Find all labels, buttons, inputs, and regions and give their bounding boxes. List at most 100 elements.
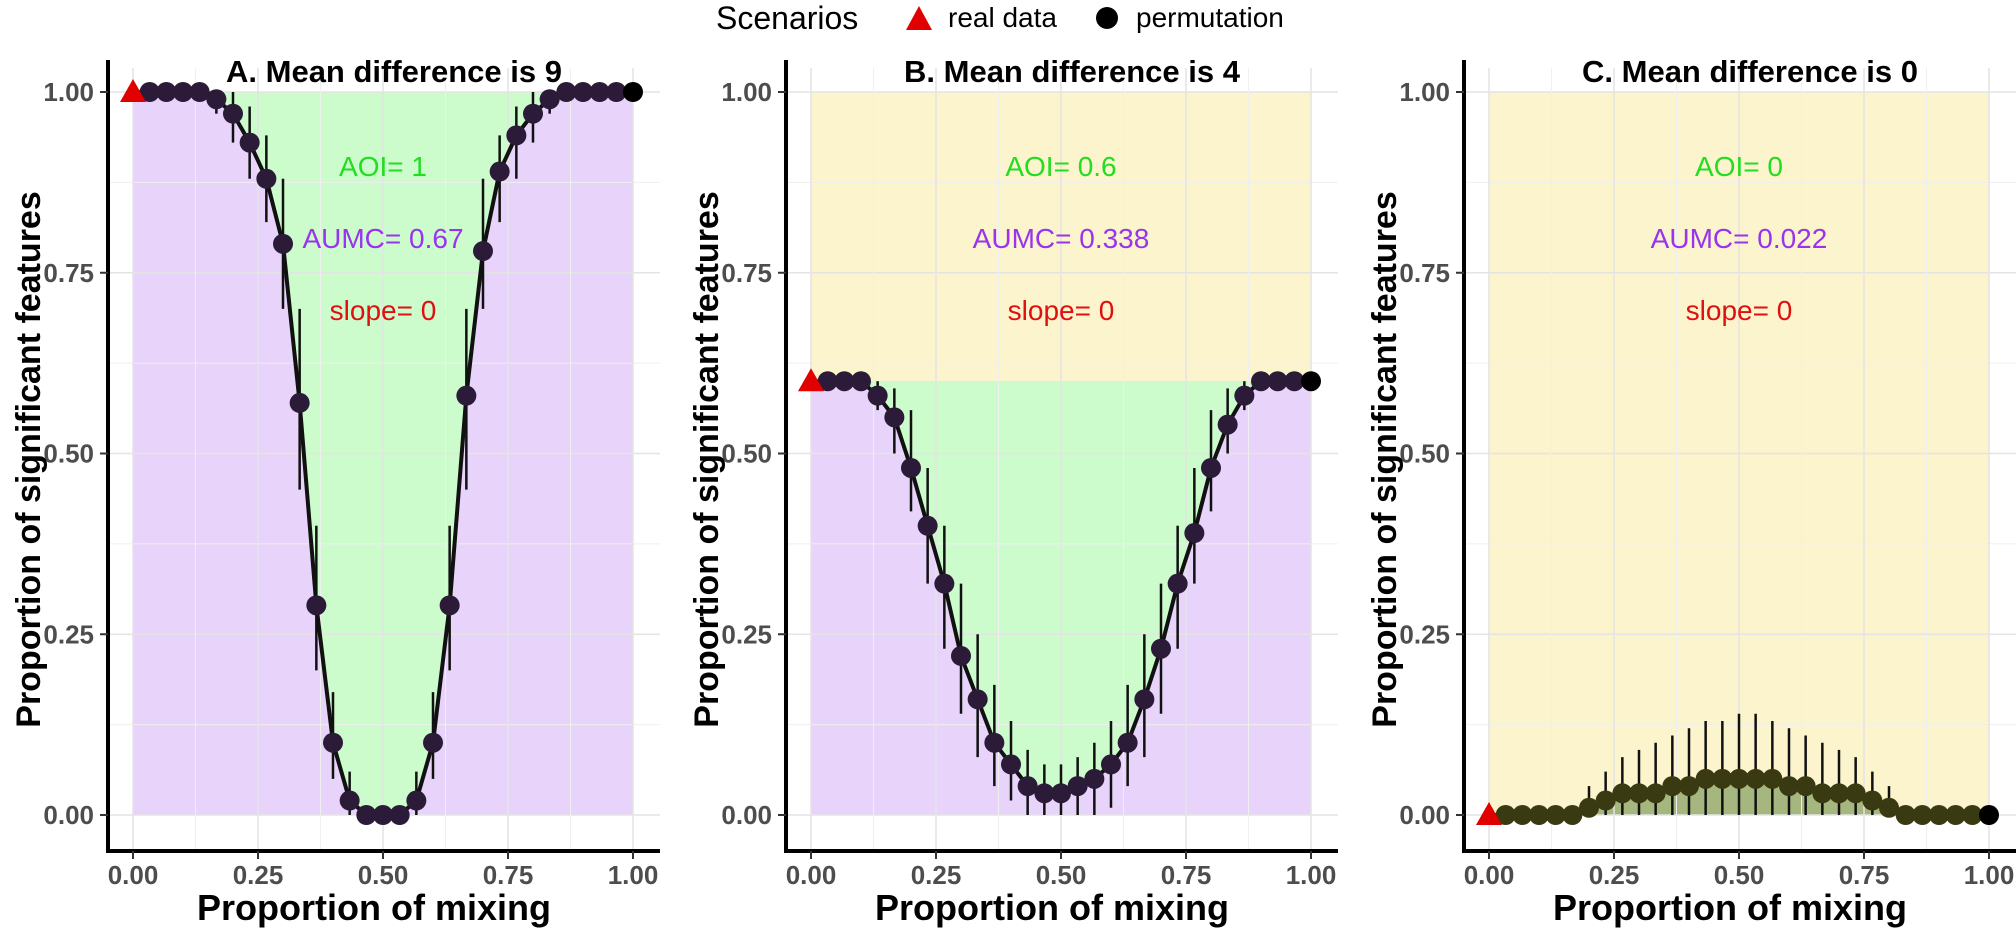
legend-label-permutation: permutation — [1136, 2, 1284, 33]
data-point — [456, 385, 477, 406]
data-point — [1001, 754, 1021, 775]
data-point — [1529, 805, 1549, 825]
data-point — [589, 82, 610, 102]
data-point — [951, 645, 971, 666]
data-point — [1795, 776, 1816, 797]
y-tick-label: 0.75 — [1399, 258, 1450, 288]
x-tick-label: 0.00 — [108, 860, 159, 890]
data-point — [406, 790, 427, 811]
data-point — [289, 392, 310, 413]
slope-annotation: slope= 0 — [1008, 295, 1115, 326]
data-point — [1595, 790, 1616, 811]
y-axis-label: Proportion of significant features — [1366, 191, 1404, 727]
y-tick-label: 0.50 — [1399, 439, 1450, 469]
data-point — [851, 371, 871, 392]
data-point — [489, 161, 510, 182]
data-point — [439, 595, 460, 616]
data-point — [884, 407, 905, 428]
data-point — [1234, 385, 1255, 406]
aumc-annotation: AUMC= 0.022 — [1651, 223, 1828, 254]
data-point — [339, 790, 360, 811]
real-data-point — [1476, 802, 1502, 825]
data-point — [1084, 768, 1105, 789]
data-point — [1017, 776, 1038, 797]
x-tick-label: 0.75 — [1161, 860, 1212, 890]
data-point — [1945, 805, 1966, 825]
x-tick-label: 1.00 — [608, 860, 659, 890]
legend-label-real-data: real data — [948, 2, 1057, 33]
data-point — [834, 371, 855, 392]
data-point — [1695, 768, 1716, 789]
data-point — [1167, 573, 1188, 594]
y-tick-label: 0.25 — [1399, 619, 1450, 649]
data-point — [1895, 805, 1916, 825]
data-point — [901, 457, 921, 478]
data-point — [523, 103, 543, 124]
data-point — [1034, 783, 1055, 804]
data-point — [1762, 768, 1783, 789]
data-point — [1779, 776, 1799, 797]
data-point — [1879, 797, 1899, 818]
slope-annotation: slope= 0 — [330, 295, 437, 326]
x-tick-label: 0.25 — [911, 860, 962, 890]
real-data-point — [120, 79, 146, 102]
x-tick-label: 0.75 — [483, 860, 534, 890]
panel-title: C. Mean difference is 0 — [1582, 54, 1918, 89]
y-tick-label: 0.25 — [43, 619, 94, 649]
y-tick-label: 0.75 — [721, 258, 772, 288]
legend-entry-permutation: permutation — [1092, 0, 1284, 36]
data-point — [934, 573, 955, 594]
data-point — [139, 82, 160, 102]
data-point — [1612, 783, 1633, 804]
data-point — [1495, 805, 1516, 825]
data-point — [867, 385, 888, 406]
data-point — [356, 805, 377, 825]
data-point — [1979, 805, 1999, 825]
y-tick-label: 0.00 — [721, 800, 772, 830]
x-tick-label: 0.75 — [1839, 860, 1890, 890]
data-point — [1812, 783, 1833, 804]
data-point — [539, 89, 560, 110]
data-point — [1251, 371, 1271, 392]
triangle-icon — [906, 6, 932, 30]
y-axis-label: Proportion of significant features — [688, 191, 726, 727]
data-point — [1745, 768, 1766, 789]
data-point — [423, 732, 443, 753]
data-point — [206, 89, 227, 110]
data-point — [1117, 732, 1138, 753]
data-point — [917, 515, 938, 536]
data-point — [1562, 805, 1583, 825]
legend-entry-real-data: real data — [904, 0, 1057, 36]
data-point — [1267, 371, 1288, 392]
data-point — [373, 805, 393, 825]
aoi-annotation: AOI= 0 — [1695, 151, 1783, 182]
data-point — [1629, 783, 1649, 804]
y-tick-label: 0.00 — [1399, 800, 1450, 830]
real-data-point — [798, 368, 824, 392]
x-tick-label: 1.00 — [1286, 860, 1337, 890]
data-point — [1962, 805, 1983, 825]
data-point — [967, 689, 988, 710]
data-point — [556, 82, 577, 102]
aoi-annotation: AOI= 1 — [339, 151, 427, 182]
legend: Scenarios real data permutation — [0, 0, 2016, 40]
data-point — [1712, 768, 1733, 789]
data-point — [1217, 414, 1238, 435]
data-point — [1545, 805, 1566, 825]
data-point — [273, 233, 293, 254]
y-tick-label: 0.50 — [721, 439, 772, 469]
data-point — [623, 82, 643, 102]
data-point — [573, 82, 593, 102]
aumc-annotation: AUMC= 0.67 — [302, 223, 463, 254]
data-point — [223, 103, 243, 124]
data-point — [506, 125, 527, 146]
circle-icon — [1096, 7, 1118, 29]
data-point — [1929, 805, 1949, 825]
aoi-annotation: AOI= 0.6 — [1005, 151, 1116, 182]
y-axis-label: Proportion of significant features — [10, 191, 48, 727]
data-point — [1301, 371, 1321, 392]
data-point — [1151, 638, 1171, 659]
data-point — [1729, 768, 1749, 789]
data-point — [1645, 783, 1666, 804]
x-tick-label: 0.50 — [358, 860, 409, 890]
